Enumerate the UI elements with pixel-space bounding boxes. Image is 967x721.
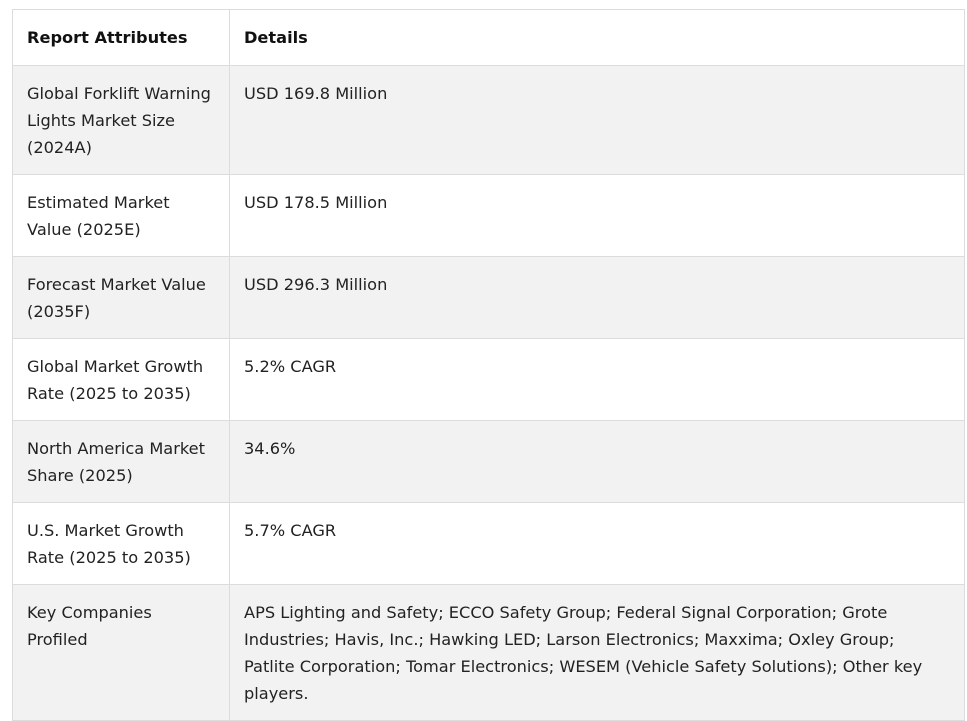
details-cell: 34.6% [229, 420, 965, 503]
table-row: U.S. Market Growth Rate (2025 to 2035) 5… [12, 502, 965, 585]
attribute-cell: U.S. Market Growth Rate (2025 to 2035) [12, 502, 230, 585]
table-row: Estimated Market Value (2025E) USD 178.5… [12, 174, 965, 257]
details-cell: 5.7% CAGR [229, 502, 965, 585]
header-report-attributes: Report Attributes [12, 9, 230, 66]
attribute-cell: Forecast Market Value (2035F) [12, 256, 230, 339]
details-cell: USD 178.5 Million [229, 174, 965, 257]
table-row: Forecast Market Value (2035F) USD 296.3 … [12, 256, 965, 339]
details-cell: USD 169.8 Million [229, 65, 965, 175]
attribute-cell: North America Market Share (2025) [12, 420, 230, 503]
report-attributes-table: Report Attributes Details Global Forklif… [12, 9, 965, 721]
attribute-cell: Estimated Market Value (2025E) [12, 174, 230, 257]
attribute-cell: Global Forklift Warning Lights Market Si… [12, 65, 230, 175]
table-row: Global Market Growth Rate (2025 to 2035)… [12, 338, 965, 421]
table-row: North America Market Share (2025) 34.6% [12, 420, 965, 503]
header-details: Details [229, 9, 965, 66]
attribute-cell: Key Companies Profiled [12, 584, 230, 721]
table-row: Key Companies Profiled APS Lighting and … [12, 584, 965, 721]
details-cell: USD 296.3 Million [229, 256, 965, 339]
table-header-row: Report Attributes Details [12, 9, 965, 66]
attribute-cell: Global Market Growth Rate (2025 to 2035) [12, 338, 230, 421]
table-row: Global Forklift Warning Lights Market Si… [12, 65, 965, 175]
details-cell: APS Lighting and Safety; ECCO Safety Gro… [229, 584, 965, 721]
details-cell: 5.2% CAGR [229, 338, 965, 421]
